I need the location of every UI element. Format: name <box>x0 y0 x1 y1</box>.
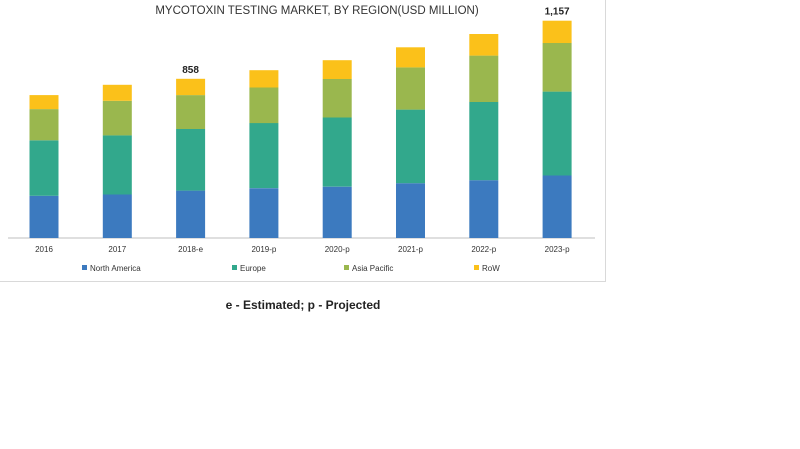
bar-segment-row-2018-e <box>176 78 206 96</box>
bar-segment-north-america-2020-p <box>322 186 352 238</box>
bar-segment-europe-2016 <box>29 140 59 196</box>
legend-label: Asia Pacific <box>352 264 393 273</box>
bar-segment-europe-2018-e <box>176 129 206 191</box>
bar-segment-europe-2020-p <box>322 117 352 187</box>
bar-segment-north-america-2019-p <box>249 188 279 238</box>
bar-segment-north-america-2016 <box>29 195 59 238</box>
x-tick-label: 2020-p <box>325 245 350 254</box>
bar-segment-north-america-2023-p <box>542 175 572 238</box>
bar-segment-europe-2022-p <box>469 101 499 181</box>
data-label-total: 1,157 <box>545 7 570 18</box>
x-tick-label: 2021-p <box>398 245 423 254</box>
bars-layer <box>29 20 572 238</box>
legend: North America Europe Asia Pacific RoW <box>82 264 500 273</box>
data-label-total: 858 <box>182 65 199 76</box>
bar-segment-row-2017 <box>102 84 132 101</box>
chart-frame: MYCOTOXIN TESTING MARKET, BY REGION(USD … <box>0 0 606 282</box>
legend-swatch <box>82 265 87 270</box>
bar-segment-asia-pacific-2020-p <box>322 79 352 118</box>
bar-segment-row-2021-p <box>396 47 425 68</box>
legend-swatch <box>474 265 479 270</box>
bar-segment-europe-2023-p <box>542 91 572 176</box>
legend-swatch <box>232 265 237 270</box>
bar-segment-europe-2017 <box>102 135 132 195</box>
x-tick-label: 2023-p <box>545 245 570 254</box>
bar-segment-north-america-2018-e <box>176 190 206 238</box>
bar-segment-row-2022-p <box>469 34 499 56</box>
bar-segment-asia-pacific-2017 <box>102 100 132 136</box>
footnote: e - Estimated; p - Projected <box>225 298 381 312</box>
x-tick-label: 2022-p <box>471 245 496 254</box>
legend-label: Europe <box>240 264 266 273</box>
bar-segment-row-2020-p <box>322 60 352 79</box>
legend-swatch <box>344 265 349 270</box>
bar-segment-asia-pacific-2016 <box>29 109 59 141</box>
labels-layer: 2016 2017 2018-e 2019-p 2020-p 2021-p 2022-p 20… <box>35 7 570 254</box>
bar-segment-asia-pacific-2019-p <box>249 87 279 124</box>
bar-segment-asia-pacific-2022-p <box>469 55 499 102</box>
bar-segment-asia-pacific-2023-p <box>542 42 572 92</box>
bar-segment-asia-pacific-2021-p <box>396 67 425 110</box>
bar-segment-row-2016 <box>29 95 59 110</box>
chart-title: MYCOTOXIN TESTING MARKET, BY REGION(USD … <box>155 5 478 17</box>
bar-segment-north-america-2021-p <box>396 183 425 238</box>
x-tick-label: 2017 <box>108 245 126 254</box>
x-tick-label: 2018-e <box>178 245 203 254</box>
stacked-bar-chart: MYCOTOXIN TESTING MARKET, BY REGION(USD … <box>8 5 595 273</box>
bar-segment-north-america-2022-p <box>469 180 499 238</box>
legend-label: RoW <box>482 264 500 273</box>
bar-segment-north-america-2017 <box>102 194 132 238</box>
x-tick-label: 2016 <box>35 245 53 254</box>
bar-segment-europe-2021-p <box>396 109 425 184</box>
bar-segment-row-2019-p <box>249 70 279 88</box>
legend-label: North America <box>90 264 141 273</box>
bar-segment-asia-pacific-2018-e <box>176 95 206 129</box>
bar-segment-europe-2019-p <box>249 123 279 189</box>
x-tick-label: 2019-p <box>251 245 276 254</box>
bar-segment-row-2023-p <box>542 20 572 43</box>
